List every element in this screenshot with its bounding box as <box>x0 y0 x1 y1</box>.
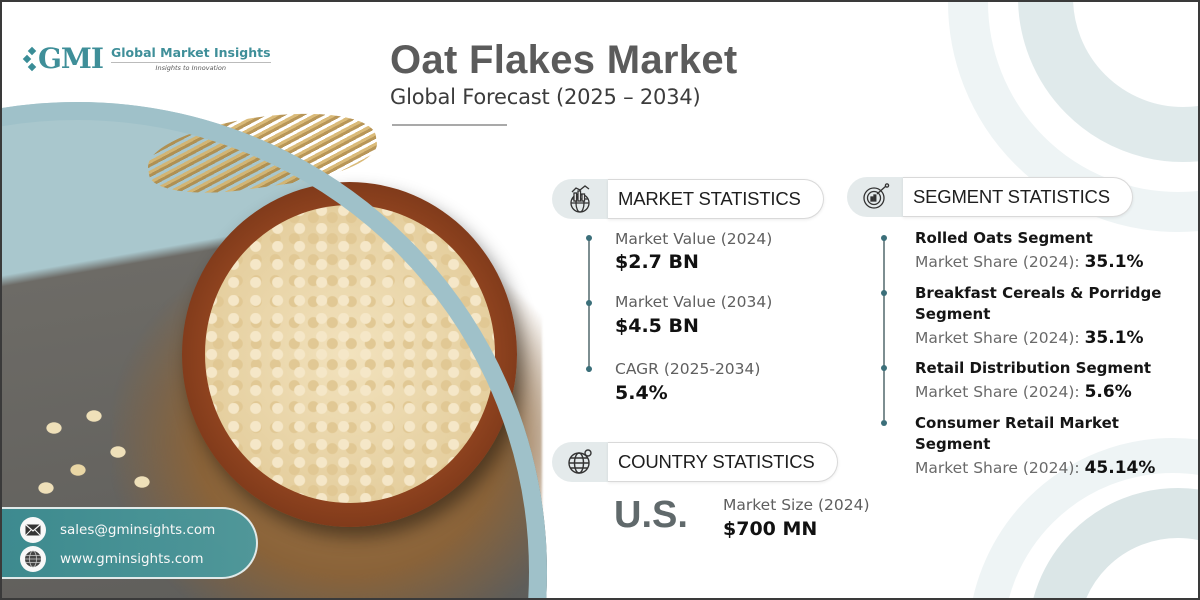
share-value: 35.1% <box>1084 252 1144 272</box>
logo-diamond-icon <box>22 46 37 71</box>
country-statistics-heading: COUNTRY STATISTICS <box>618 451 815 472</box>
timeline-dot <box>881 290 887 296</box>
market-value-2024-label: Market Value (2024) <box>615 230 773 248</box>
segment-share-breakfast-cereals: Market Share (2024): 35.1% <box>915 328 1144 348</box>
logo-gmi-text: GMI <box>38 42 104 75</box>
segment-share-rolled-oats: Market Share (2024): 35.1% <box>915 252 1144 272</box>
contact-bar: sales@gminsights.com www.gminsights.com <box>2 507 258 579</box>
brand-name: Global Market Insights <box>111 45 271 60</box>
segment-name-rolled-oats: Rolled Oats Segment <box>915 229 1093 247</box>
market-value-2024-value: $2.7 BN <box>615 251 699 273</box>
market-value-2034-value: $4.5 BN <box>615 315 699 337</box>
timeline-dot <box>881 365 887 371</box>
market-value-2034-label: Market Value (2034) <box>615 293 773 311</box>
contact-email[interactable]: sales@gminsights.com <box>60 522 216 538</box>
segment-name-line2: Segment <box>915 435 991 453</box>
country-statistics-title: COUNTRY STATISTICS <box>608 442 838 482</box>
segment-name-line1: Consumer Retail Market <box>915 414 1119 432</box>
country-code: U.S. <box>614 494 688 536</box>
contact-website[interactable]: www.gminsights.com <box>60 551 204 567</box>
segment-statistics-title: SEGMENT STATISTICS <box>903 177 1133 217</box>
timeline-dot <box>586 300 592 306</box>
cagr-value: 5.4% <box>615 382 668 404</box>
page-title: Oat Flakes Market <box>390 38 738 82</box>
oat-flakes <box>205 205 495 503</box>
scattered-oats <box>22 392 182 512</box>
timeline-dot <box>881 420 887 426</box>
segment-stats-timeline <box>883 238 885 420</box>
segment-share-retail-distribution: Market Share (2024): 5.6% <box>915 382 1132 402</box>
logo-text-block: Global Market Insights Insights to Innov… <box>111 45 271 72</box>
timeline-dot <box>881 235 887 241</box>
gmi-logo[interactable]: GMI Global Market Insights Insights to I… <box>22 42 271 75</box>
contact-email-row[interactable]: sales@gminsights.com <box>20 517 215 543</box>
country-market-size-value: $700 MN <box>723 518 818 540</box>
segment-share-consumer-retail: Market Share (2024): 45.14% <box>915 458 1155 478</box>
segment-statistics-heading: SEGMENT STATISTICS <box>913 186 1110 207</box>
share-value: 5.6% <box>1084 382 1132 402</box>
share-value: 45.14% <box>1084 458 1156 478</box>
page-subtitle: Global Forecast (2025 – 2034) <box>390 85 701 109</box>
share-label: Market Share (2024): <box>915 383 1080 401</box>
timeline-dot <box>586 235 592 241</box>
target-chart-icon <box>847 177 903 217</box>
share-label: Market Share (2024): <box>915 329 1080 347</box>
segment-name-breakfast-cereals: Breakfast Cereals & Porridge Segment <box>915 283 1161 325</box>
share-label: Market Share (2024): <box>915 459 1080 477</box>
segment-name-line1: Breakfast Cereals & Porridge <box>915 284 1162 302</box>
segment-statistics-header: SEGMENT STATISTICS <box>847 177 1133 217</box>
market-statistics-title: MARKET STATISTICS <box>608 179 824 219</box>
cagr-label: CAGR (2025-2034) <box>615 360 761 378</box>
segment-name-consumer-retail: Consumer Retail Market Segment <box>915 413 1119 455</box>
globe-pin-icon <box>552 442 608 482</box>
share-label: Market Share (2024): <box>915 253 1080 271</box>
timeline-dot <box>586 366 592 372</box>
market-statistics-header: MARKET STATISTICS <box>552 179 824 219</box>
country-market-size-label: Market Size (2024) <box>723 496 870 514</box>
segment-name-retail-distribution: Retail Distribution Segment <box>915 359 1152 377</box>
globe-chart-icon <box>552 179 608 219</box>
market-statistics-heading: MARKET STATISTICS <box>618 188 801 209</box>
logo-mark: GMI <box>22 42 104 75</box>
website-globe-icon <box>20 546 46 572</box>
contact-website-row[interactable]: www.gminsights.com <box>20 546 204 572</box>
country-statistics-header: COUNTRY STATISTICS <box>552 442 838 482</box>
brand-tagline: Insights to Innovation <box>111 62 271 72</box>
title-divider <box>392 124 507 126</box>
mail-icon <box>20 517 46 543</box>
segment-name-line2: Segment <box>915 305 991 323</box>
share-value: 35.1% <box>1084 328 1144 348</box>
